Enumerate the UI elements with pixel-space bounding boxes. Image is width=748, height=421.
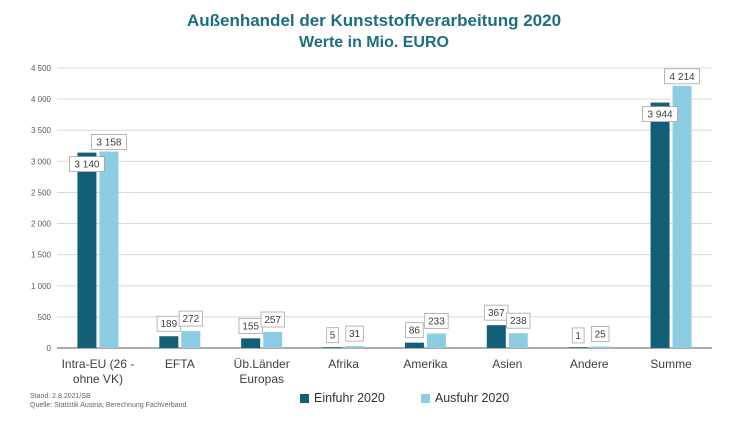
data-label-ausfuhr: 25 (590, 326, 610, 342)
x-tick-label: Afrika (328, 357, 359, 371)
data-label-ausfuhr: 4 214 (664, 68, 700, 85)
data-label-ausfuhr: 272 (178, 310, 203, 327)
svg-text:31: 31 (349, 329, 361, 340)
svg-text:5: 5 (330, 331, 336, 342)
data-label-ausfuhr: 31 (345, 325, 364, 342)
svg-text:257: 257 (264, 315, 281, 326)
chart-subtitle: Werte in Mio. EURO (299, 34, 449, 51)
bar-einfuhr (241, 338, 261, 348)
svg-text:3 140: 3 140 (74, 160, 99, 171)
x-tick-label: EFTA (165, 357, 195, 371)
y-tick-label: 1 500 (31, 251, 52, 260)
footnote-source: Quelle: Statistik Austria; Berechnung Fa… (30, 402, 187, 409)
legend-label-ausfuhr: Ausfuhr 2020 (434, 391, 510, 405)
x-tick-label: Asien (492, 357, 522, 371)
bar-ausfuhr (590, 346, 610, 348)
bar-ausfuhr (345, 346, 365, 348)
bar-einfuhr (650, 102, 670, 349)
svg-text:233: 233 (428, 317, 445, 328)
svg-text:272: 272 (182, 314, 199, 325)
chart-title: Außenhandel der Kunststoffverarbeitung 2… (186, 11, 562, 30)
svg-text:4 214: 4 214 (670, 72, 695, 83)
x-tick-label: Amerika (403, 357, 447, 371)
data-label-einfuhr: 3 140 (69, 156, 105, 173)
legend-item-ausfuhr: Ausfuhr 2020 (420, 391, 510, 405)
svg-text:189: 189 (160, 319, 177, 330)
y-tick-label: 4 500 (31, 64, 52, 73)
y-tick-label: 2 500 (31, 188, 52, 197)
legend-item-einfuhr: Einfuhr 2020 (300, 391, 385, 405)
footnote-stand: Stand: 2.8.2021/SB (30, 393, 91, 400)
bar-einfuhr (404, 342, 424, 348)
x-axis-ticks: Intra-EU (26 -ohne VK) EFTA Üb.Länder Europ… (62, 357, 692, 386)
grid-lines (57, 67, 712, 349)
bar-ausfuhr (672, 85, 692, 348)
svg-text:3 158: 3 158 (96, 138, 121, 149)
data-label-ausfuhr: 238 (506, 312, 531, 329)
y-tick-label: 1 000 (31, 282, 52, 291)
legend: Einfuhr 2020 Ausfuhr 2020 (300, 391, 509, 405)
data-label-ausfuhr: 233 (424, 313, 449, 329)
svg-text:367: 367 (488, 308, 505, 319)
data-label-einfuhr: 5 (326, 327, 339, 344)
data-label-einfuhr: 1 (571, 327, 585, 344)
data-label-ausfuhr: 3 158 (91, 134, 127, 150)
legend-label-einfuhr: Einfuhr 2020 (314, 391, 385, 405)
y-axis-ticks: 0 500 1 000 1 500 2 000 2 500 3 000 3 500 4 000 4… (31, 64, 52, 353)
data-label-einfuhr: 189 (156, 315, 181, 332)
bar-ausfuhr (99, 151, 119, 348)
x-tick-label: Üb.Länder Europas (234, 357, 290, 386)
bar-einfuhr (323, 347, 343, 348)
bar-einfuhr (486, 325, 506, 348)
data-label-einfuhr: 3 944 (642, 106, 678, 122)
bar-ausfuhr (508, 333, 528, 348)
y-tick-label: 3 500 (31, 126, 52, 135)
data-labels: 3 140 3 158 189 272 155 257 5 31 86 233 367 238 1 25 3… (69, 68, 700, 344)
svg-text:1: 1 (575, 331, 581, 342)
data-label-einfuhr: 155 (238, 317, 263, 334)
y-tick-label: 2 000 (31, 220, 52, 229)
bar-ausfuhr (181, 331, 201, 348)
bar-einfuhr (568, 347, 588, 348)
bars (77, 85, 692, 349)
legend-swatch-ausfuhr (420, 393, 430, 403)
y-tick-label: 4 000 (31, 95, 52, 104)
data-label-einfuhr: 367 (484, 304, 509, 321)
y-tick-label: 500 (38, 313, 52, 322)
y-tick-label: 0 (47, 344, 52, 353)
svg-text:238: 238 (510, 316, 527, 327)
data-label-ausfuhr: 257 (260, 311, 285, 328)
bar-ausfuhr (263, 332, 283, 348)
bar-einfuhr (159, 336, 179, 348)
x-tick-label: Summe (650, 357, 692, 371)
y-tick-label: 3 000 (31, 157, 52, 166)
legend-swatch-einfuhr (300, 393, 309, 403)
bar-ausfuhr (426, 333, 446, 348)
svg-text:86: 86 (409, 326, 421, 337)
x-tick-label: Andere (570, 357, 609, 371)
svg-text:25: 25 (595, 329, 607, 340)
svg-text:3 944: 3 944 (648, 110, 673, 121)
data-label-einfuhr: 86 (405, 322, 424, 339)
svg-text:155: 155 (242, 321, 259, 332)
bar-einfuhr (77, 152, 97, 348)
x-tick-label: Intra-EU (26 -ohne VK) (62, 357, 135, 386)
